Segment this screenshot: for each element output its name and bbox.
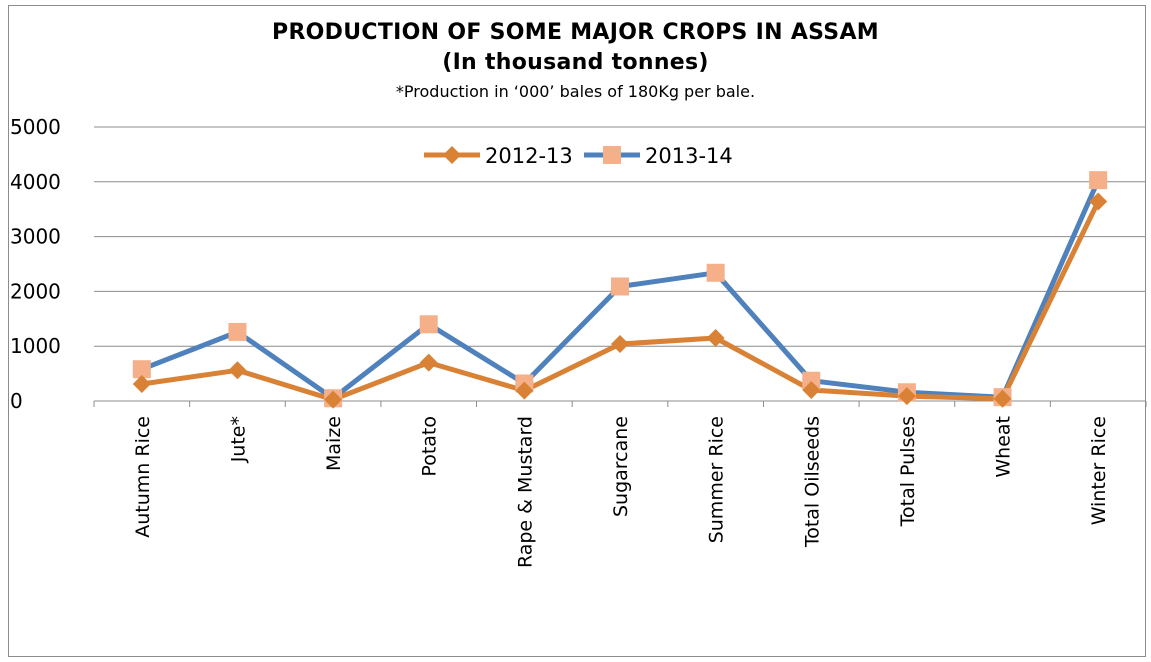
data-point — [228, 322, 247, 341]
data-point — [132, 360, 151, 379]
chart-frame — [8, 5, 1146, 657]
x-tick-label: Summer Rice — [706, 416, 728, 543]
y-tick-label: 1000 — [10, 334, 61, 358]
data-point — [324, 390, 343, 409]
data-point — [1089, 192, 1108, 211]
x-tick-label: Jute* — [227, 416, 249, 463]
x-tick-label: Sugarcane — [610, 416, 632, 517]
series-line — [139, 199, 1101, 403]
x-tick-label: Total Pulses — [897, 416, 919, 527]
x-tick-label: Maize — [323, 416, 345, 471]
chart-title: PRODUCTION OF SOME MAJOR CROPS IN ASSAM — [272, 20, 879, 45]
x-tick-label: Potato — [419, 416, 441, 477]
legend-marker — [603, 146, 621, 164]
y-tick-label: 5000 — [10, 115, 61, 139]
chart-note: *Production in ‘000’ bales of 180Kg per … — [395, 82, 756, 101]
legend-label: 2013-14 — [645, 144, 733, 168]
y-tick-label: 2000 — [10, 279, 61, 303]
data-point — [132, 375, 151, 394]
data-point — [419, 315, 438, 334]
data-point — [802, 371, 821, 390]
x-tick-label: Total Oilseeds — [801, 416, 823, 548]
x-tick-label: Winter Rice — [1088, 416, 1110, 525]
data-point — [228, 361, 247, 380]
data-point — [706, 328, 725, 347]
data-point — [419, 353, 438, 372]
data-point — [611, 277, 629, 296]
y-tick-label: 3000 — [10, 225, 61, 249]
legend-label: 2012-13 — [485, 144, 573, 168]
data-point — [1089, 171, 1108, 190]
x-tick-label: Wheat — [993, 416, 1015, 478]
chart-subtitle: (In thousand tonnes) — [442, 50, 709, 75]
data-point — [993, 389, 1012, 408]
data-point — [515, 381, 534, 400]
x-tick-label: Autumn Rice — [132, 416, 154, 538]
data-point — [611, 335, 629, 354]
data-point — [802, 381, 821, 400]
legend-marker — [443, 146, 461, 164]
y-tick-label: 4000 — [10, 170, 61, 194]
y-tick-label: 0 — [10, 389, 23, 413]
data-point — [897, 387, 916, 406]
x-tick-label: Rape & Mustard — [514, 416, 536, 568]
data-point — [706, 263, 725, 282]
